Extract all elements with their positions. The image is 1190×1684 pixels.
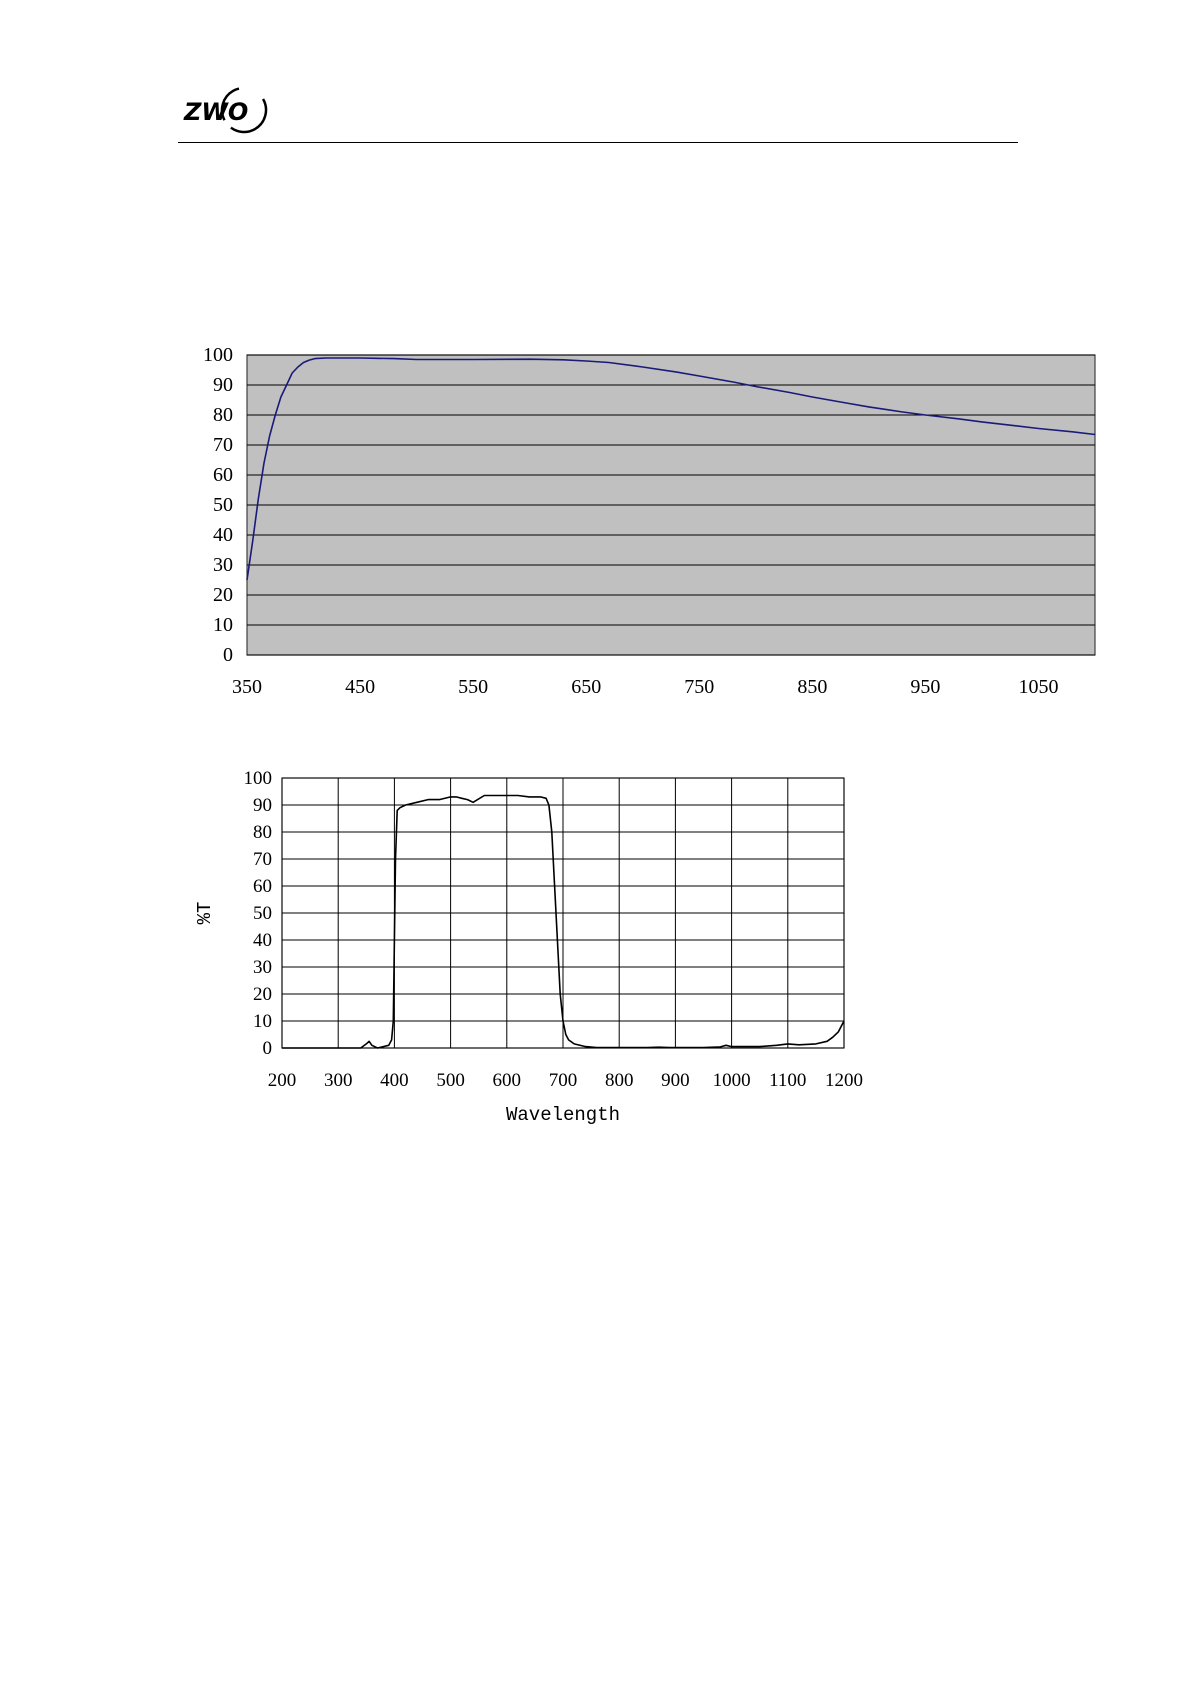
c1-y-tick-label: 30	[213, 554, 233, 576]
c1-y-tick-label: 40	[213, 524, 233, 546]
c1-y-tick-label: 100	[203, 345, 233, 366]
c2-x-tick-label: 400	[380, 1070, 409, 1091]
c2-x-tick-label: 700	[549, 1070, 578, 1091]
c2-y-tick-label: 90	[253, 795, 272, 816]
transmission-chart-2: 0 10 20 30 40 50 60 70 80 90 100 200 300 400 500 600 70…	[194, 770, 863, 1126]
c2-x-tick-label: 1000	[713, 1070, 751, 1091]
c1-x-tick-label: 550	[458, 676, 488, 698]
c1-x-tick-label: 450	[345, 676, 375, 698]
c2-y-tick-label: 60	[253, 876, 272, 897]
c2-y-tick-label: 100	[244, 770, 273, 789]
c2-y-tick-label: 40	[253, 930, 272, 951]
c2-x-tick-label: 1200	[825, 1070, 863, 1091]
c1-y-tick-label: 90	[213, 374, 233, 396]
c1-series-line-0	[246, 357, 1096, 581]
c2-y-tick-label: 20	[253, 984, 272, 1005]
c2-x-tick-label: 200	[268, 1070, 297, 1091]
c2-y-tick-label: 80	[253, 822, 272, 843]
c2-x-tick-label: 800	[605, 1070, 634, 1091]
chart2-x-axis-title: Wavelength	[506, 1104, 620, 1126]
c1-x-tick-label: 850	[797, 676, 827, 698]
c2-y-tick-label: 70	[253, 849, 272, 870]
c2-y-tick-label: 0	[263, 1038, 273, 1059]
c2-x-tick-label: 300	[324, 1070, 353, 1091]
c1-y-tick-label: 50	[213, 494, 233, 516]
c2-y-tick-label: 10	[253, 1011, 272, 1032]
chart1-y-ticks: 0 10 20 30 40 50 60 70 80 90 100	[203, 345, 233, 666]
transmission-chart-1: 0 10 20 30 40 50 60 70 80 90 100 350 450 550 650 750 85…	[203, 345, 1096, 698]
c1-y-tick-label: 60	[213, 464, 233, 486]
c2-x-tick-label: 500	[436, 1070, 465, 1091]
chart2-x-ticks: 200 300 400 500 600 700 800 900 1000 1100 1200	[268, 1070, 863, 1091]
c2-x-tick-label: 900	[661, 1070, 690, 1091]
chart1-series	[246, 357, 1096, 581]
chart2-y-ticks: 0 10 20 30 40 50 60 70 80 90 100	[244, 770, 273, 1059]
c1-y-tick-label: 80	[213, 404, 233, 426]
page-header: ZWO	[0, 0, 1190, 150]
c2-y-tick-label: 30	[253, 957, 272, 978]
zwo-logo: ZWO	[183, 86, 268, 134]
c2-y-tick-label: 50	[253, 903, 272, 924]
c2-x-tick-label: 1100	[769, 1070, 806, 1091]
logo-text: ZWO	[183, 98, 248, 126]
c1-x-tick-label: 750	[684, 676, 714, 698]
chart2-series	[282, 794, 845, 1049]
c1-y-tick-label: 0	[223, 644, 233, 666]
chart1-x-ticks: 350 450 550 650 750 850 950 1050	[232, 676, 1058, 698]
c1-x-tick-label: 950	[910, 676, 940, 698]
c1-y-tick-label: 10	[213, 614, 233, 636]
chart1-gridlines	[247, 354, 1095, 656]
c1-x-tick-label: 350	[232, 676, 262, 698]
c2-x-tick-label: 600	[493, 1070, 522, 1091]
header-divider	[178, 142, 1018, 143]
c2-series-line-0	[282, 794, 845, 1049]
chart2-y-axis-title: %T	[194, 902, 216, 925]
c1-x-tick-label: 650	[571, 676, 601, 698]
c1-y-tick-label: 70	[213, 434, 233, 456]
c1-y-tick-label: 20	[213, 584, 233, 606]
c1-x-tick-label: 1050	[1018, 676, 1058, 698]
